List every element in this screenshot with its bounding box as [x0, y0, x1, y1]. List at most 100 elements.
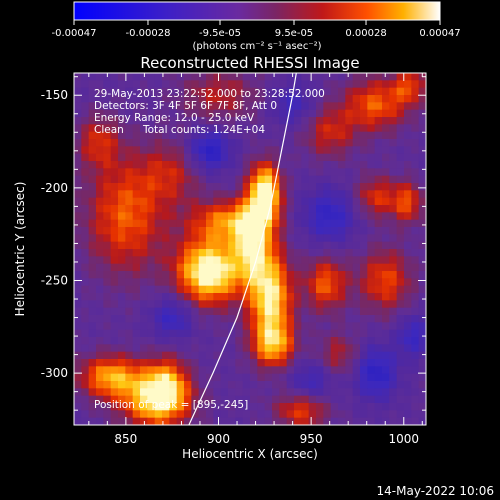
heatmap-cell [96, 183, 104, 191]
heatmap-cell [81, 117, 90, 125]
heatmap-cell [162, 234, 170, 243]
heatmap-cell [213, 234, 222, 243]
heatmap-cell [162, 102, 170, 111]
heatmap-cell [360, 315, 368, 323]
heatmap-cell [228, 249, 236, 257]
heatmap-cell [140, 95, 148, 103]
heatmap-cell [308, 403, 317, 411]
heatmap-cell [235, 95, 244, 103]
heatmap-cell [169, 344, 178, 353]
heatmap-cell [374, 131, 383, 140]
heatmap-cell [235, 197, 244, 206]
heatmap-cell [308, 227, 317, 235]
heatmap-cell [154, 359, 163, 367]
heatmap-cell [286, 241, 295, 250]
axis-ticks [74, 73, 426, 425]
heatmap-cell [110, 146, 119, 155]
heatmap-cell [154, 161, 163, 169]
heatmap-cell [250, 131, 258, 140]
heatmap-cell [176, 271, 185, 279]
heatmap-cell [110, 293, 119, 301]
heatmap-cell [308, 73, 317, 81]
heatmap-cell [374, 87, 383, 96]
heatmap-cell [103, 175, 112, 184]
heatmap-cell [147, 417, 156, 425]
heatmap-cell [228, 234, 236, 243]
heatmap-cell [345, 131, 354, 140]
heatmap-cell [140, 183, 148, 191]
heatmap-cell [162, 395, 170, 404]
heatmap-cell [103, 256, 112, 265]
heatmap-cell [418, 131, 426, 140]
heatmap-cell [338, 146, 346, 155]
heatmap-cell [389, 227, 398, 235]
heatmap-cell [228, 263, 236, 272]
heatmap-cell [228, 183, 236, 191]
heatmap-cell [345, 344, 354, 353]
heatmap-cell [88, 359, 97, 367]
heatmap-cell [323, 381, 332, 389]
heatmap-cell [103, 322, 112, 331]
heatmap-cell [154, 241, 163, 250]
heatmap-cell [257, 212, 266, 221]
heatmap-cell [323, 234, 332, 243]
heatmap-cell [418, 403, 426, 411]
heatmap-cell [367, 403, 376, 411]
heatmap-cell [118, 256, 126, 265]
heatmap-cell [389, 285, 398, 294]
heatmap-cell [110, 359, 119, 367]
heatmap-cell [404, 131, 412, 140]
heatmap-cell [110, 109, 119, 118]
heatmap-cell [404, 300, 412, 309]
heatmap-cell [257, 131, 266, 140]
heatmap-cell [382, 175, 390, 184]
heatmap-cell [198, 337, 207, 345]
heatmap-cell [118, 175, 126, 184]
heatmap-cell [367, 146, 376, 155]
heatmap-cell [206, 153, 214, 162]
heatmap-cell [345, 146, 354, 155]
heatmap-cell [198, 109, 207, 118]
heatmap-cell [257, 351, 266, 360]
heatmap-cell [316, 139, 324, 147]
heatmap-cell [404, 124, 412, 133]
heatmap-cell [272, 337, 280, 345]
heatmap-cell [162, 410, 170, 419]
heatmap-cell [382, 219, 390, 228]
heatmap-cell [404, 381, 412, 389]
heatmap-cell [184, 109, 192, 118]
heatmap-cell [345, 351, 354, 360]
heatmap-cell [257, 190, 266, 199]
heatmap-cell [191, 395, 200, 404]
heatmap-cell [88, 329, 97, 338]
heatmap-cell [228, 146, 236, 155]
heatmap-cell [257, 234, 266, 243]
heatmap-cell [198, 256, 207, 265]
heatmap-cell [264, 124, 273, 133]
heatmap-cell [81, 278, 90, 287]
heatmap-cell [411, 109, 420, 118]
heatmap-cell [228, 227, 236, 235]
heatmap-cell [396, 109, 405, 118]
heatmap-cell [389, 73, 398, 81]
heatmap-cell [323, 102, 332, 111]
heatmap-cell [198, 373, 207, 382]
heatmap-cell [360, 403, 368, 411]
heatmap-cell [396, 337, 405, 345]
heatmap-cell [294, 359, 302, 367]
heatmap-cell [213, 95, 222, 103]
heatmap-cell [125, 271, 134, 279]
heatmap-cell [118, 102, 126, 111]
heatmap-cell [206, 329, 214, 338]
heatmap-cell [301, 175, 310, 184]
heatmap-cell [404, 337, 412, 345]
heatmap-cell [418, 102, 426, 111]
heatmap-cell [286, 417, 295, 425]
heatmap-cell [308, 381, 317, 389]
heatmap-cell [404, 139, 412, 147]
heatmap-cell [272, 307, 280, 316]
heatmap-cell [235, 234, 244, 243]
heatmap-cell [308, 322, 317, 331]
heatmap-cell [308, 285, 317, 294]
heatmap-cell [74, 403, 82, 411]
